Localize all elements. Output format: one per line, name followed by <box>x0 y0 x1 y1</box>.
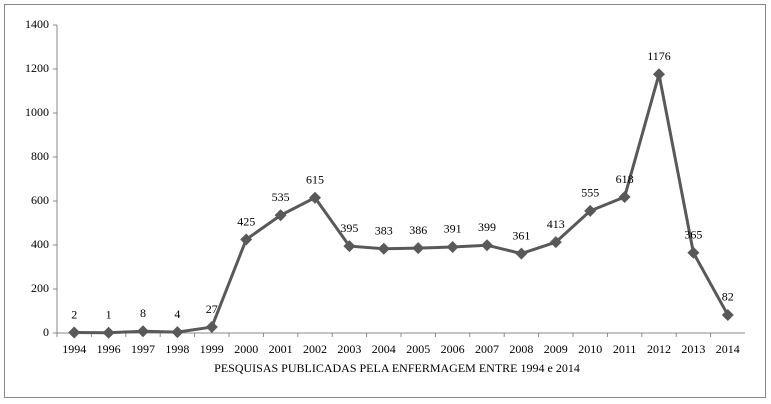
x-tick-label: 2005 <box>406 342 430 356</box>
marker <box>309 191 321 204</box>
x-tick-label: 2014 <box>716 342 740 356</box>
data-label: 82 <box>722 290 734 304</box>
marker <box>481 239 493 252</box>
x-tick-label: 2003 <box>337 342 361 356</box>
chart-border <box>4 4 766 398</box>
x-tick-label: 2008 <box>509 342 533 356</box>
x-tick-label: 1998 <box>165 342 189 356</box>
x-tick-label: 2011 <box>613 342 637 356</box>
data-label: 615 <box>306 172 324 186</box>
x-tick-label: 2006 <box>441 342 465 356</box>
x-tick-label: 2009 <box>544 342 568 356</box>
marker <box>412 242 425 255</box>
data-label: 365 <box>684 227 702 241</box>
x-tick-label: 1997 <box>131 342 155 356</box>
data-label: 395 <box>340 221 358 235</box>
marker <box>618 191 631 204</box>
x-tick-label: 2001 <box>269 342 293 356</box>
line <box>74 73 730 335</box>
marker <box>171 326 184 339</box>
x-tick-label: 2002 <box>303 342 327 356</box>
y-tick-label: 400 <box>31 237 49 251</box>
marker <box>137 325 149 338</box>
data-label: 1176 <box>647 49 671 63</box>
data-label: 399 <box>478 220 496 234</box>
x-tick-label: 1994 <box>62 342 86 356</box>
data-label: 2 <box>71 307 77 321</box>
data-label: 555 <box>581 186 599 200</box>
y-tick-label: 1200 <box>25 61 49 75</box>
data-label: 425 <box>237 214 255 228</box>
data-label: 535 <box>272 190 290 204</box>
data-label: 27 <box>206 302 218 316</box>
y-tick-label: 1400 <box>25 17 49 31</box>
x-axis-label: PESQUISAS PUBLICADAS PELA ENFERMAGEM ENT… <box>214 361 580 375</box>
y-tick-label: 200 <box>31 281 49 295</box>
y-tick-label: 0 <box>43 325 49 339</box>
marker <box>274 209 287 222</box>
x-tick-label: 2013 <box>681 342 705 356</box>
x-tick-label: 2007 <box>475 342 499 356</box>
marker <box>653 68 665 81</box>
data-label: 391 <box>444 222 462 236</box>
marker <box>687 246 700 259</box>
x-tick-label: 1996 <box>97 342 121 356</box>
data-label: 1 <box>106 308 112 322</box>
marker <box>515 247 528 260</box>
data-label: 8 <box>140 306 146 320</box>
data-label: 383 <box>375 223 393 237</box>
data-label: 4 <box>174 307 180 321</box>
marker <box>446 240 459 253</box>
data-label: 413 <box>547 217 565 231</box>
y-tick-label: 1000 <box>25 105 49 119</box>
data-label: 386 <box>409 223 427 237</box>
x-tick-label: 2000 <box>234 342 258 356</box>
y-tick-label: 800 <box>31 149 49 163</box>
marker <box>377 242 390 255</box>
x-tick-label: 2004 <box>372 342 396 356</box>
marker <box>102 326 115 339</box>
data-label: 618 <box>616 172 634 186</box>
marker <box>68 326 81 339</box>
data-label: 361 <box>512 228 530 242</box>
x-tick-label: 1999 <box>200 342 224 356</box>
x-tick-label: 2012 <box>647 342 671 356</box>
marker <box>205 321 218 334</box>
marker <box>240 233 253 246</box>
x-tick-label: 2010 <box>578 342 602 356</box>
marker <box>549 236 562 249</box>
marker <box>584 204 597 217</box>
marker <box>721 308 734 321</box>
marker <box>343 240 356 253</box>
y-tick-label: 600 <box>31 193 49 207</box>
